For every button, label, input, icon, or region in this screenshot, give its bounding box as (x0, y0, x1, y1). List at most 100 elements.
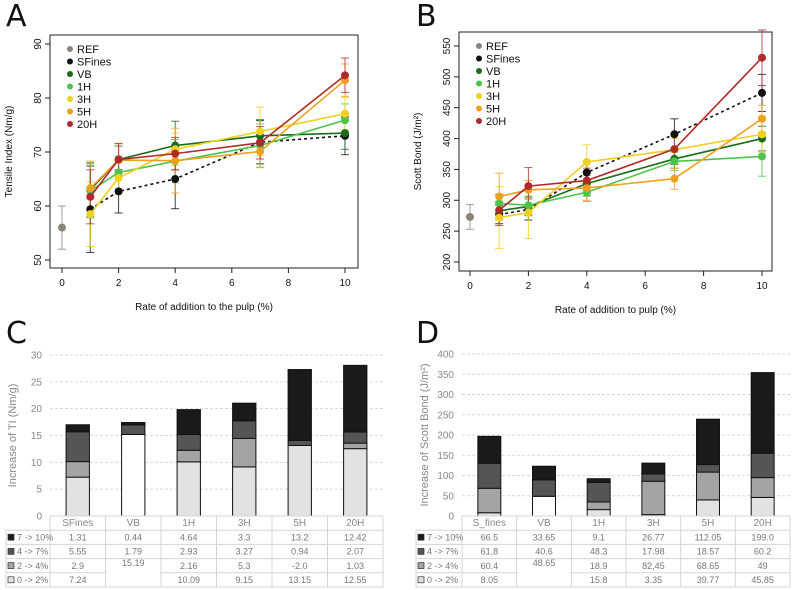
chart-D-table-cell: 49 (758, 561, 768, 571)
chart-C-bar-segment-3H (232, 420, 257, 439)
chart-C-bar-segment-VB (121, 433, 146, 517)
chart-D-y-tick-label: 0 (448, 512, 454, 523)
chart-C-bar-segment-1H (176, 461, 201, 517)
chart-C-table-cell: 3.27 (235, 547, 253, 557)
chart-B-data-point-5H (582, 183, 591, 192)
chart-A-data-point-SFines (114, 187, 123, 196)
chart-A-data-point-20H (256, 138, 265, 147)
chart-C-bar-segment-20H (343, 442, 368, 450)
chart-D-bar-segment-3H (641, 462, 666, 475)
chart-D-table-cell: 112.05 (695, 532, 722, 542)
chart-D-bar-segment-1H (586, 501, 611, 511)
chart-D-category-label: 5H (702, 518, 715, 529)
chart-C-table-cell: -2.0 (292, 561, 308, 571)
chart-C-category-label: SFines (62, 518, 93, 529)
chart-D-bar-segment-20H (750, 452, 775, 479)
chart-B-y-tick-label: 550 (442, 37, 453, 54)
chart-C-bar-segment-3H (232, 466, 257, 517)
chart-B-y-axis-label: Scott Bond (J/m²) (413, 113, 424, 191)
panel-letter-B: B (416, 0, 437, 34)
chart-D-y-tick-label: 250 (437, 410, 454, 421)
chart-C-table-cell: 2.16 (180, 561, 198, 571)
chart-A-data-point-3H (341, 109, 349, 118)
chart-C-table-cell: 0.44 (124, 532, 142, 542)
chart-C-bar-segment-VB (121, 424, 146, 435)
chart-C-legend-label: 2 -> 4% (17, 561, 48, 571)
chart-B-x-tick-label: 0 (467, 281, 473, 292)
chart-C-y-tick-label: 5 (36, 485, 42, 496)
chart-D-bar-segment-S_fines (477, 435, 502, 464)
chart-D-table-cell: 66.5 (481, 532, 499, 542)
chart-A-data-point-3H (256, 127, 265, 136)
chart-C-y-tick-label: 25 (31, 377, 43, 388)
chart-A-y-tick-label: 60 (33, 200, 44, 212)
chart-D-table-cell: 199.0 (751, 532, 774, 542)
chart-D-legend-swatch (417, 576, 425, 584)
chart-C-y-tick-label: 15 (31, 431, 43, 442)
chart-A-y-tick-label: 70 (33, 146, 44, 158)
chart-B-legend-label: 1H (486, 79, 500, 91)
chart-D-table-cell: 17.98 (642, 547, 665, 557)
chart-B-data-point-REF (466, 212, 474, 221)
chart-A-legend-label: REF (77, 44, 99, 56)
chart-D-bar-segment-20H (750, 496, 775, 517)
chart-B-legend-label: SFines (486, 54, 521, 66)
chart-D-legend-label: 2 -> 4% (427, 561, 458, 571)
chart-B-data-point-SFines (670, 130, 679, 139)
chart-A-y-tick-label: 50 (33, 254, 44, 266)
chart-B-data-point-3H (758, 130, 766, 139)
chart-B-data-point-5H (758, 114, 766, 123)
chart-B-legend-marker-REF (476, 43, 482, 49)
chart-B-x-axis-label: Rate of addition to pulp (%) (555, 305, 676, 316)
chart-C-table-cell: 10.09 (177, 575, 200, 585)
chart-A-legend-marker-REF (67, 46, 73, 52)
chart-B-legend-label: 3H (486, 91, 500, 103)
chart-C-table-cell: 9.15 (235, 575, 253, 585)
chart-A-data-point-5H (171, 156, 180, 165)
chart-C-table-cell: 12.55 (344, 575, 367, 585)
chart-A-legend-marker-3H (67, 96, 73, 102)
chart-B-data-point-3H (524, 208, 533, 217)
chart-D-bar-segment-5H (696, 464, 720, 473)
chart-D-bar-segment-VB (532, 495, 556, 517)
chart-A-legend-label: 3H (77, 94, 91, 106)
chart-A-legend-label: SFines (77, 57, 112, 69)
chart-A-data-point-5H (256, 147, 265, 156)
chart-D-table-cell: 39.77 (697, 575, 720, 585)
chart-A-legend-label: 1H (77, 82, 91, 94)
chart-A-data-point-20H (86, 192, 95, 201)
chart-A-series-line-VB (89, 132, 346, 191)
chart-A-data-point-3H (114, 173, 123, 182)
chart-B-y-tick-label: 200 (442, 253, 453, 270)
chart-B-y-tick-label: 500 (442, 68, 453, 85)
chart-D-y-axis-label: Increase of Scott Bond (J/m²) (419, 363, 431, 506)
chart-C-bar-segment-1H (176, 434, 201, 451)
chart-B-x-tick-label: 2 (526, 281, 532, 292)
chart-D-table-cell: 40.6 (535, 547, 553, 557)
chart-D-legend-swatch (417, 548, 425, 555)
chart-A-data-point-VB (341, 129, 349, 138)
chart-B-data-point-3H (495, 213, 504, 222)
chart-D-table-cell: 18.9 (590, 561, 608, 571)
chart-A-data-point-3H (86, 210, 95, 219)
chart-A-legend-marker-1H (67, 83, 73, 90)
chart-A-legend-marker-5H (67, 108, 73, 115)
chart-A-legend-label: 5H (77, 107, 91, 119)
chart-B-data-point-20H (758, 53, 766, 62)
chart-C-bar-segment-SFines (65, 461, 90, 478)
chart-A-legend-marker-SFines (67, 58, 73, 65)
chart-D-y-tick-label: 200 (437, 431, 454, 442)
chart-B-x-tick-label: 10 (756, 281, 768, 292)
chart-D-y-tick-label: 50 (443, 491, 455, 502)
chart-B-data-point-1H (670, 157, 679, 166)
chart-A-data-point-5H (86, 184, 95, 193)
chart-C-category-label: VB (127, 518, 141, 529)
chart-B-legend-marker-20H (476, 118, 482, 124)
chart-B-data-point-3H (582, 158, 591, 167)
chart-B-y-tick-label: 250 (442, 222, 453, 239)
chart-B-data-point-5H (670, 174, 679, 183)
chart-D-y-tick-label: 350 (437, 370, 454, 381)
chart-D-y-tick-label: 100 (437, 471, 454, 482)
chart-C-category-label: 20H (346, 518, 364, 529)
chart-C-legend-label: 0 -> 2% (17, 575, 48, 585)
